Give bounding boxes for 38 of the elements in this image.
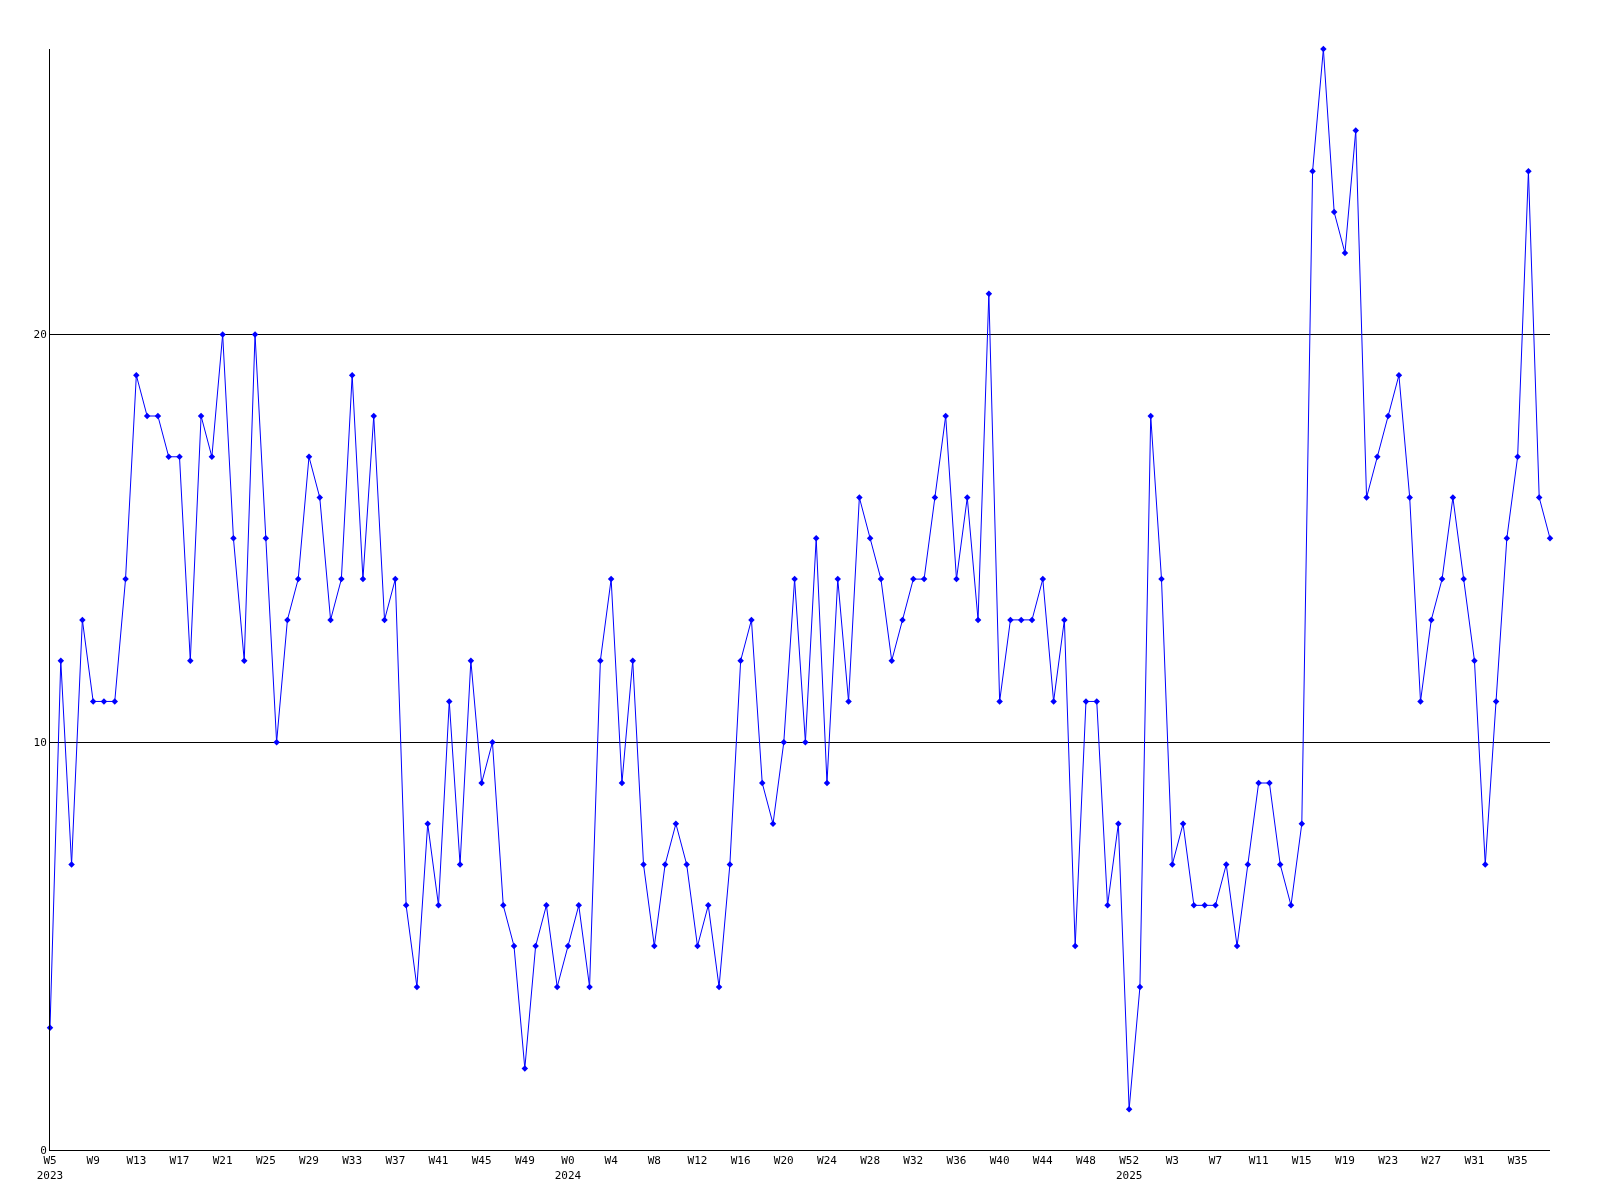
x-tick-label: W27 (1421, 1154, 1442, 1168)
x-tick-label: W21 (212, 1154, 233, 1168)
x-tick-label: W25 (255, 1154, 276, 1168)
x-tick-label: W9 (86, 1154, 100, 1168)
x-tick-label: W15 (1291, 1154, 1312, 1168)
x-tick-label: W28 (860, 1154, 881, 1168)
x-tick-label: W16 (730, 1154, 751, 1168)
x-tick-label: W17 (169, 1154, 190, 1168)
x-tick-label: W13 (126, 1154, 147, 1168)
y-tick-label: 20 (33, 328, 47, 342)
x-tick-label: W33 (342, 1154, 363, 1168)
x-tick-label: W7 (1208, 1154, 1223, 1168)
x-tick-label: W29 (299, 1154, 319, 1168)
x-tick-label: W37 (385, 1154, 406, 1168)
x-tick-label: W0 2024 (554, 1154, 582, 1182)
x-tick-label: W48 (1076, 1154, 1096, 1168)
x-tick-label: W52 2025 (1115, 1154, 1143, 1182)
y-tick-label: 10 (33, 736, 47, 750)
x-tick-label: W36 (946, 1154, 967, 1168)
x-tick-label: W41 (428, 1154, 449, 1168)
x-tick-label: W8 (647, 1154, 661, 1168)
x-tick-label: W5 2023 (36, 1154, 64, 1182)
x-tick-label: W31 (1464, 1154, 1485, 1168)
x-tick-label: W19 (1335, 1154, 1355, 1168)
x-tick-label: W11 (1248, 1154, 1269, 1168)
x-tick-label: W32 (903, 1154, 924, 1168)
x-tick-label: W24 (817, 1154, 838, 1168)
x-tick-label: W12 (687, 1154, 708, 1168)
x-tick-label: W4 (604, 1154, 619, 1168)
x-tick-label: W20 (773, 1154, 794, 1168)
y-tick-label: 0 (40, 1143, 47, 1157)
x-tick-label: W35 (1507, 1154, 1528, 1168)
x-tick-label: W45 (471, 1154, 492, 1168)
x-tick-label: W23 (1378, 1154, 1399, 1168)
x-tick-label: W44 (1032, 1154, 1054, 1168)
x-tick-label: W49 (514, 1154, 535, 1168)
x-tick-label: W3 (1165, 1154, 1179, 1168)
x-tick-label: W40 (989, 1154, 1010, 1168)
